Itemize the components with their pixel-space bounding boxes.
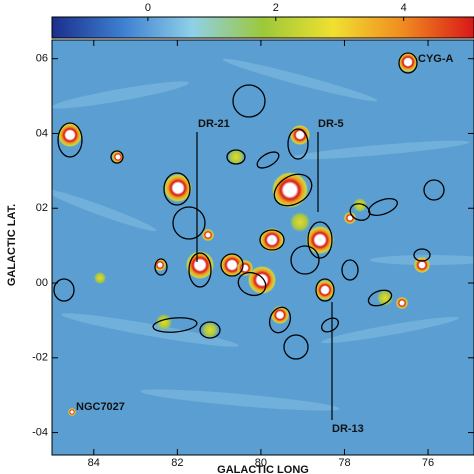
source-outline [188,252,212,288]
y-tick-label: 00 [36,277,48,289]
source [315,280,335,300]
ridge [52,81,189,109]
source-outline [110,150,124,164]
diffuse-source [94,272,106,284]
source-outline [368,198,398,216]
source [396,297,408,309]
ridge [222,58,378,102]
source-outline [398,52,418,74]
x-tick-label: 82 [171,457,183,469]
y-axis-label: GALACTIC LAT. [6,204,18,286]
source [260,228,284,252]
map-features [52,52,474,416]
y-tick-label: 02 [36,202,48,214]
ridge [290,140,470,160]
colorbar [51,16,474,39]
source-outline [226,149,246,165]
source-outline [283,334,309,360]
diffuse-source [156,314,172,330]
x-tick-label: 80 [255,457,267,469]
source-outline [163,172,191,206]
source-outline [256,151,280,169]
diffuse-source [228,149,244,165]
source-outline [199,321,221,339]
source-outline [315,278,335,302]
x-tick-label: 78 [338,457,350,469]
source-outline [237,271,267,297]
source-outline [413,248,431,262]
colorbar-tick-label: 4 [401,2,407,14]
diffuse-source [377,290,393,306]
y-tick-label: 04 [36,127,48,139]
annotation: DR-13 [332,423,364,435]
diffuse-source [290,212,310,232]
source-outline [268,306,292,334]
source-outline [341,259,359,281]
source-outline [367,289,393,307]
y-tick-label: 06 [36,53,48,65]
source-outline [172,206,206,240]
source-outline [307,221,333,259]
colorbar-tick-label: 2 [273,2,279,14]
annotation: NGC7027 [76,401,125,413]
source [68,408,76,416]
source-outline [259,229,285,251]
source [112,151,124,163]
annotation: DR-5 [318,118,344,130]
plot-frame [51,39,474,456]
source [306,226,334,254]
ridge [61,313,239,347]
source-outline [152,317,198,333]
annotation: DR-21 [198,118,230,130]
annotation: CYG-A [418,53,454,65]
ridge [140,389,340,411]
source-outline [273,173,313,207]
diffuse-source [353,198,367,212]
source-outline [290,245,320,275]
source-outline [220,253,244,277]
ridge [52,188,157,232]
colorbar-tick-label: 0 [145,2,151,14]
source [344,212,356,224]
source-outline [232,84,266,118]
source [414,257,430,273]
source-outline [349,203,371,221]
x-axis-label: GALACTIC LONG [217,464,309,474]
source [271,306,289,324]
source-outline [53,278,75,302]
source [186,251,214,279]
source [58,123,82,147]
source-outline [320,317,340,333]
y-tick-label: -02 [32,352,48,364]
ridge [321,316,459,344]
source-outline [287,128,309,160]
y-tick-label: -04 [32,426,48,438]
source [398,52,418,72]
diffuse-source [202,322,218,338]
source [202,229,214,241]
source-outline [154,258,168,276]
x-tick-label: 76 [422,457,434,469]
x-tick-label: 84 [88,457,100,469]
source-outline [57,122,83,158]
source-outline [423,179,445,201]
source [164,174,192,202]
source [290,125,310,145]
